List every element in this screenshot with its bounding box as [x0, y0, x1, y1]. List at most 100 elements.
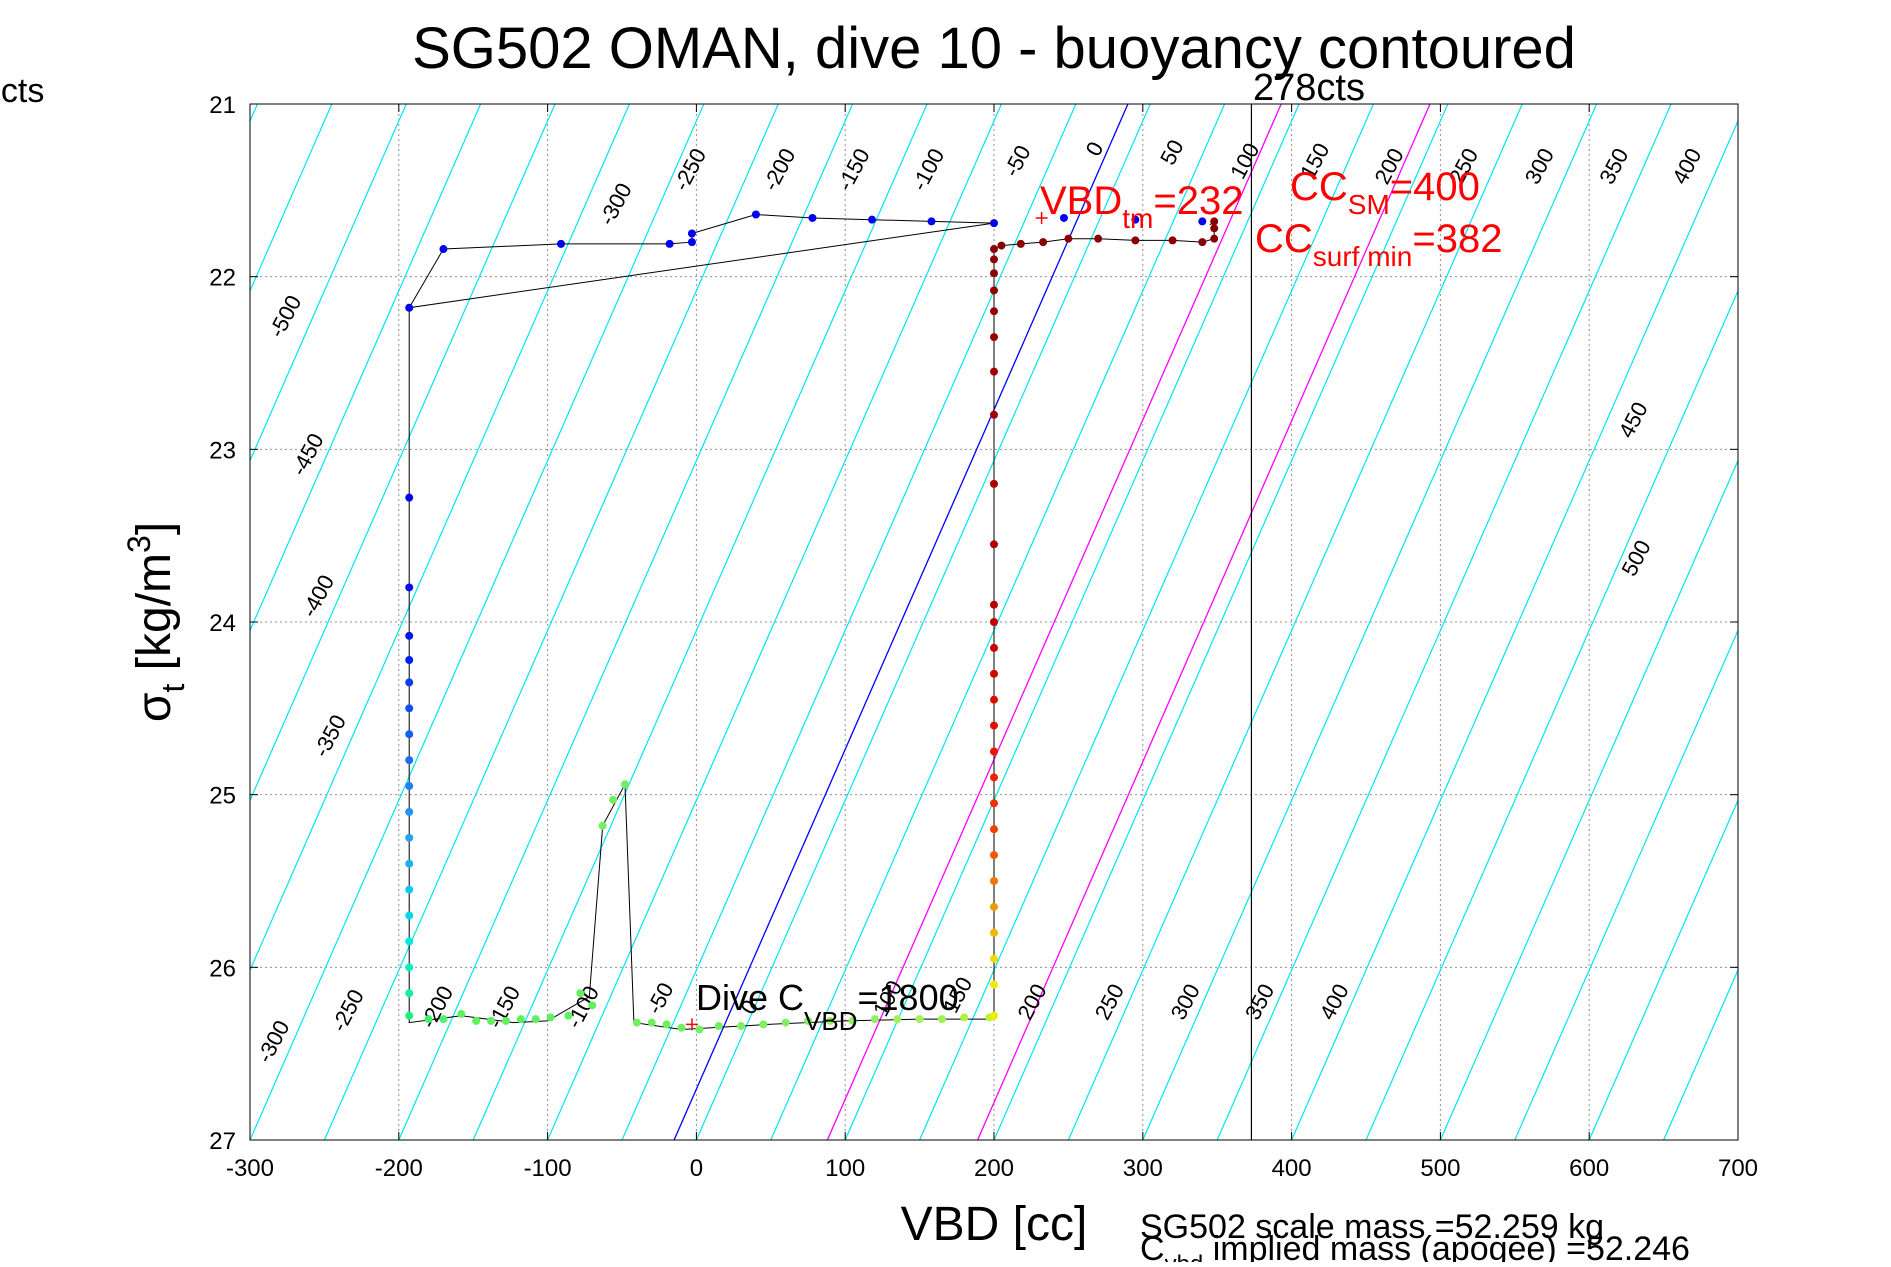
y-tick-label: 24: [209, 610, 236, 637]
dive-data-point: [546, 1013, 555, 1022]
dive-data-point: [405, 583, 414, 592]
contour-line: [1514, 628, 1738, 1140]
contour-label: -250: [326, 985, 369, 1036]
series: [405, 210, 1219, 1034]
dive-data-point: [1131, 215, 1140, 224]
dive-data-point: [405, 631, 414, 640]
climb-data-point: [990, 825, 998, 834]
climb-data-point: [990, 286, 998, 295]
climb-data-point: [1094, 234, 1103, 243]
neutral-reference-line: [673, 104, 1129, 1140]
x-tick-label: 300: [1123, 1155, 1163, 1182]
dive-data-point: [405, 989, 414, 998]
dive-data-point: [405, 782, 414, 791]
climb-data-point: [1210, 224, 1219, 233]
dive-data-point: [405, 704, 414, 713]
contour-label: -50: [999, 141, 1036, 181]
y-tick-label: 27: [209, 1128, 236, 1155]
climb-data-point: [990, 479, 998, 488]
contour-label: 50: [1155, 136, 1189, 169]
x-tick-label: 600: [1569, 1155, 1609, 1182]
chart-title: SG502 OMAN, dive 10 - buoyancy contoured: [412, 16, 1576, 81]
climb-data-point: [990, 851, 998, 860]
dive-data-point: [808, 213, 817, 222]
climb-data-point: [1131, 236, 1140, 245]
climb-data-point: [990, 928, 998, 937]
contour-line: [1439, 459, 1738, 1140]
dive-data-point: [893, 1015, 902, 1024]
y-tick-label: 23: [209, 437, 236, 464]
contour-label: -450: [286, 429, 329, 480]
cc-surf-min-annotation: CCsurf min=382: [1255, 217, 1502, 272]
dive-data-point: [405, 859, 414, 868]
dive-data-point: [472, 1016, 481, 1025]
dive-c-vbd-annotation: Dive CVBD=1800: [696, 977, 959, 1036]
dive-data-point: [576, 989, 585, 998]
contour-line: [993, 104, 1449, 1140]
x-tick-label: 500: [1420, 1155, 1460, 1182]
dive-data-point: [501, 1016, 510, 1025]
contour-line: [250, 104, 407, 463]
dive-data-point: [405, 756, 414, 765]
climb-data-point: [990, 954, 998, 963]
x-tick-label: 200: [974, 1155, 1014, 1182]
contour-line: [1812, 104, 1891, 1140]
dive-data-point: [531, 1015, 540, 1024]
dive-data-point: [759, 1020, 768, 1029]
x-tick-label: -300: [226, 1155, 274, 1182]
contour-line: [398, 104, 854, 1140]
contour-line: [250, 104, 556, 802]
climb-data-point: [1210, 234, 1219, 243]
climb-data-point: [990, 799, 998, 808]
contour-label: -150: [482, 982, 525, 1033]
left-edge-text: 0cts: [0, 72, 44, 110]
climb-data-point: [990, 367, 998, 376]
dive-data-point: [405, 885, 414, 894]
dive-data-point: [870, 1015, 879, 1024]
x-axis-label: VBD [cc]: [901, 1198, 1088, 1251]
contour-label: -100: [906, 144, 949, 195]
climb-data-point: [990, 902, 998, 911]
dive-data-point: [632, 1018, 641, 1027]
dive-data-point: [1059, 213, 1068, 222]
y-tick-label: 22: [209, 265, 236, 292]
contour-label: 100: [1225, 139, 1264, 183]
dive-data-point: [609, 795, 618, 804]
dive-data-point: [848, 1016, 857, 1025]
dive-c-vbd-marker: [685, 1018, 698, 1031]
dive-data-point: [937, 1015, 946, 1024]
dive-data-point: [405, 937, 414, 946]
climb-data-point: [990, 1011, 998, 1020]
contour-label: 400: [1314, 980, 1353, 1024]
magenta-2-reference-line: [977, 104, 1431, 1140]
dive-data-point: [781, 1018, 790, 1027]
contour-line: [1216, 104, 1672, 1140]
dive-data-point: [405, 833, 414, 842]
contour-label: 0: [1081, 138, 1109, 161]
dive-data-point: [960, 1013, 969, 1022]
dive-data-point: [405, 493, 414, 502]
climb-data-point: [990, 245, 998, 254]
dive-data-point: [405, 1011, 414, 1020]
contour-label: 400: [1667, 144, 1706, 188]
magenta-1-reference-line: [826, 104, 1282, 1140]
dive-data-point: [665, 239, 674, 248]
contour-line: [1291, 119, 1738, 1140]
y-axis-label: σt [kg/m3]: [121, 522, 191, 722]
dive-data-point: [620, 780, 629, 789]
contour-line: [621, 104, 1077, 1140]
dive-data-point: [439, 1015, 448, 1024]
dive-data-point: [598, 821, 607, 830]
contour-line: [844, 104, 1300, 1140]
dive-data-point: [687, 238, 696, 247]
dive-data-point: [588, 1001, 597, 1010]
dive-data-point: [714, 1022, 723, 1031]
x-tick-label: -100: [524, 1155, 572, 1182]
climb-data-point: [990, 773, 998, 782]
contour-label: -500: [264, 291, 307, 342]
contour-line: [0, 104, 109, 1140]
contour-line: [472, 104, 928, 1140]
y-tick-label: 26: [209, 955, 236, 982]
x-tick-label: -200: [375, 1155, 423, 1182]
